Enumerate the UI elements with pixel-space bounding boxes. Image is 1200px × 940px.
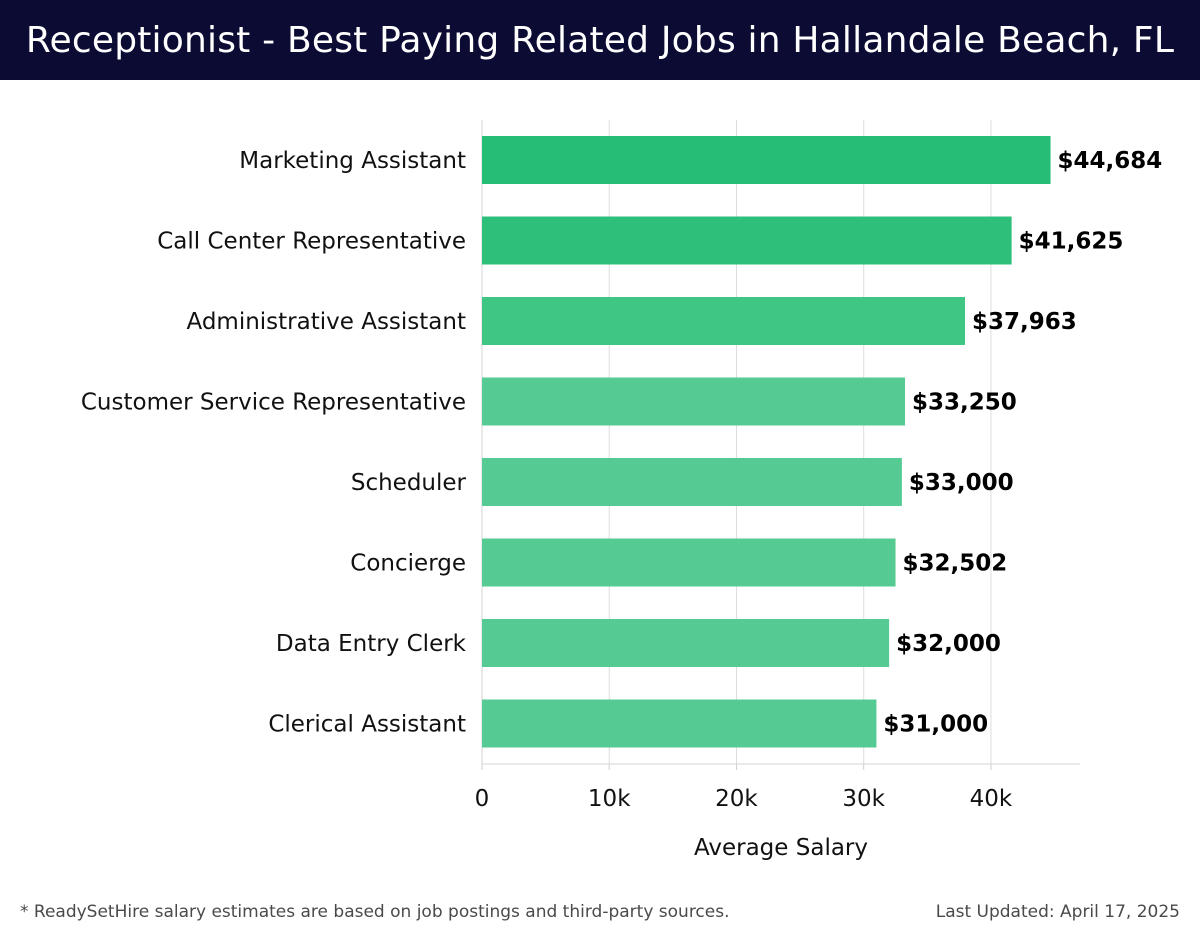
category-label: Call Center Representative [157,229,466,255]
x-axis-title: Average Salary [694,835,868,861]
category-label: Marketing Assistant [239,148,466,174]
category-label: Data Entry Clerk [276,631,467,657]
value-label: $32,000 [896,631,1001,657]
bar [482,538,896,587]
title-bar: Receptionist - Best Paying Related Jobs … [0,0,1200,80]
category-label: Administrative Assistant [186,309,466,335]
category-label: Customer Service Representative [81,390,466,416]
value-label: $33,000 [909,470,1014,496]
page-title: Receptionist - Best Paying Related Jobs … [25,19,1175,61]
bar [482,216,1012,265]
footer-note: * ReadySetHire salary estimates are base… [20,902,730,922]
value-label: $32,502 [903,551,1008,577]
value-label: $37,963 [972,309,1077,335]
category-label: Clerical Assistant [268,712,466,738]
x-tick-label: 30k [842,786,885,812]
bar [482,458,902,506]
bar [482,699,877,748]
bar [482,619,890,667]
value-label: $41,625 [1019,229,1124,255]
x-tick-label: 10k [588,786,631,812]
footer-updated: Last Updated: April 17, 2025 [935,902,1180,922]
value-label: $31,000 [883,712,988,738]
category-label: Concierge [350,551,466,577]
x-tick-label: 0 [475,786,490,812]
bar [482,297,966,345]
bar [482,136,1051,184]
value-label: $33,250 [912,390,1017,416]
value-label: $44,684 [1058,148,1163,174]
x-tick-label: 40k [970,786,1013,812]
category-label: Scheduler [351,470,467,496]
x-tick-label: 20k [715,786,758,812]
bar [482,377,906,426]
